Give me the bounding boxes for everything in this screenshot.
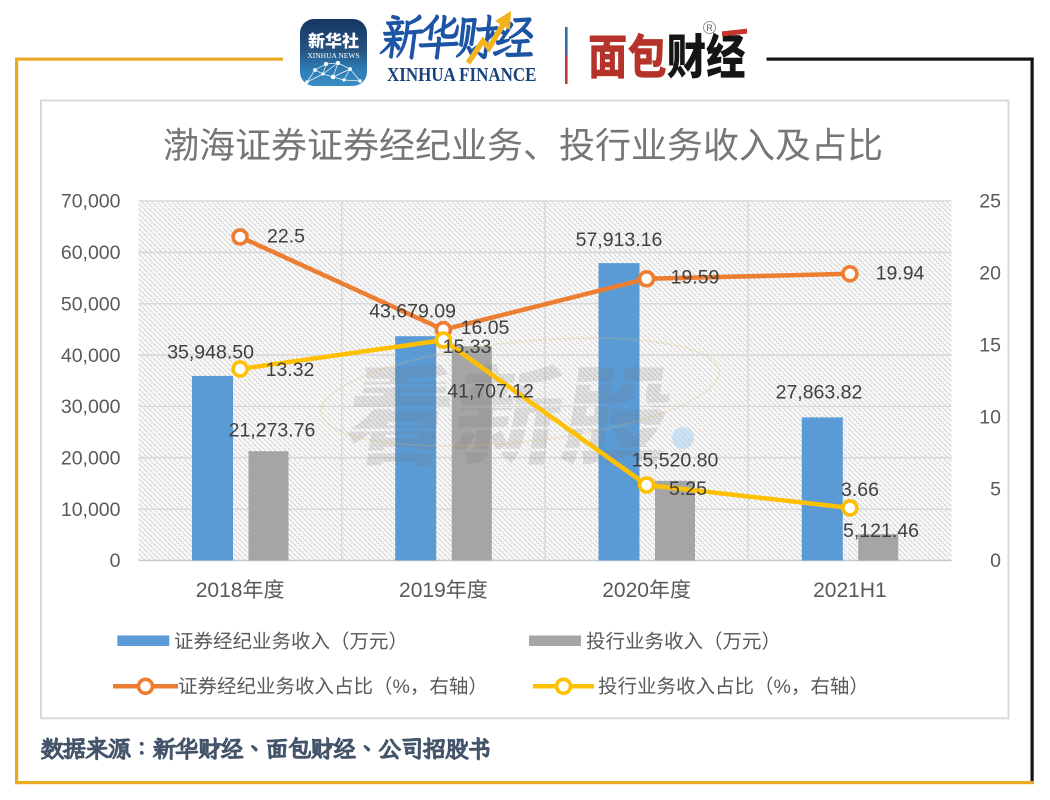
svg-text:13.32: 13.32 (266, 359, 315, 381)
svg-text:证券经纪业务收入（万元）: 证券经纪业务收入（万元） (174, 625, 408, 654)
svg-text:渤海证券证券经纪业务、投行业务收入及占比: 渤海证券证券经纪业务、投行业务收入及占比 (163, 117, 883, 169)
svg-text:10,000: 10,000 (61, 499, 121, 521)
svg-text:看新股: 看新股 (337, 331, 686, 486)
svg-text:70,000: 70,000 (61, 191, 121, 213)
svg-text:2021H1: 2021H1 (813, 574, 887, 604)
svg-text:25: 25 (979, 191, 1001, 213)
svg-text:15.33: 15.33 (443, 336, 492, 358)
svg-text:30,000: 30,000 (61, 396, 121, 418)
svg-text:5,121.46: 5,121.46 (843, 520, 919, 542)
svg-text:41,707.12: 41,707.12 (447, 381, 534, 403)
svg-text:数据来源：新华财经、面包财经、公司招股书: 数据来源：新华财经、面包财经、公司招股书 (40, 732, 490, 764)
svg-text:60,000: 60,000 (61, 242, 121, 264)
svg-text:3.66: 3.66 (841, 479, 879, 501)
svg-text:0: 0 (990, 550, 1001, 572)
svg-text:21,273.76: 21,273.76 (229, 420, 316, 442)
svg-text:5: 5 (990, 478, 1001, 500)
svg-text:XINHUA NEWS: XINHUA NEWS (307, 51, 359, 60)
svg-text:20: 20 (979, 263, 1001, 285)
svg-text:35,948.50: 35,948.50 (167, 342, 254, 364)
svg-text:2019年度: 2019年度 (399, 574, 488, 604)
svg-text:57,913.16: 57,913.16 (576, 229, 663, 251)
svg-text:10: 10 (979, 406, 1001, 428)
svg-text:16.05: 16.05 (461, 317, 510, 339)
svg-text:15: 15 (979, 335, 1001, 357)
svg-text:19.59: 19.59 (671, 266, 720, 288)
svg-text:19.94: 19.94 (876, 263, 925, 285)
svg-text:2020年度: 2020年度 (602, 574, 691, 604)
svg-text:20,000: 20,000 (61, 448, 121, 470)
svg-text:50,000: 50,000 (61, 293, 121, 315)
svg-text:15,520.80: 15,520.80 (632, 449, 719, 471)
svg-text:投行业务收入（万元）: 投行业务收入（万元） (586, 625, 781, 654)
svg-text:27,863.82: 27,863.82 (776, 382, 863, 404)
svg-text:证券经纪业务收入占比（%，右轴）: 证券经纪业务收入占比（%，右轴） (178, 670, 488, 699)
svg-text:5.25: 5.25 (669, 478, 707, 500)
svg-text:0: 0 (110, 550, 121, 572)
svg-text:投行业务收入占比（%，右轴）: 投行业务收入占比（%，右轴） (598, 670, 869, 699)
svg-text:2018年度: 2018年度 (196, 574, 285, 604)
svg-text:22.5: 22.5 (267, 226, 305, 248)
svg-text:新华社: 新华社 (308, 27, 359, 52)
svg-text:43,679.09: 43,679.09 (369, 301, 456, 323)
svg-text:40,000: 40,000 (61, 345, 121, 367)
